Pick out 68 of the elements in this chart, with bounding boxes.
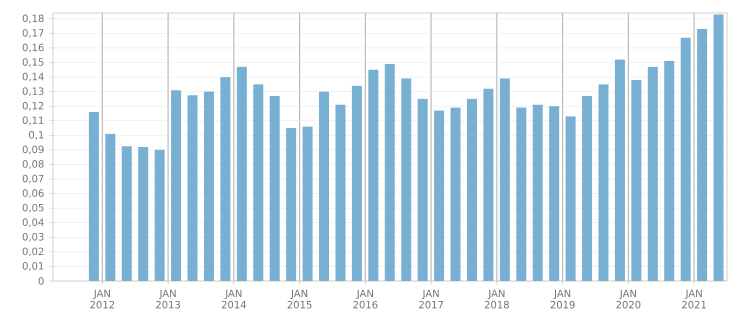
- y-tick-label: 0,16: [22, 44, 44, 52]
- x-tick-label: JAN 2012: [90, 290, 114, 308]
- bar: [138, 146, 148, 281]
- bar: [319, 92, 330, 281]
- bar: [516, 108, 526, 281]
- y-tick-label: 0,1: [29, 131, 44, 140]
- x-tick-label: JAN 2021: [682, 290, 706, 308]
- bar: [171, 90, 182, 281]
- y-tick-label: 0,17: [22, 29, 44, 38]
- y-tick-label: 0,03: [22, 233, 44, 242]
- bar: [532, 104, 543, 281]
- x-tick-label: JAN 2016: [353, 290, 378, 308]
- bar: [549, 106, 560, 281]
- bar: [302, 126, 313, 281]
- bar: [105, 134, 116, 281]
- y-tick-label: 0,12: [22, 102, 44, 111]
- bar: [352, 86, 362, 281]
- bar: [188, 95, 198, 281]
- bar: [483, 88, 494, 281]
- bar: [368, 70, 378, 281]
- bar: [253, 84, 264, 281]
- bar: [582, 96, 592, 281]
- bar: [598, 84, 608, 281]
- bar: [697, 29, 708, 281]
- bar: [450, 108, 461, 281]
- bar: [434, 110, 444, 281]
- y-tick-label: 0: [38, 277, 44, 285]
- y-tick-label: 0,04: [22, 218, 44, 228]
- y-tick-label: 0,08: [22, 160, 44, 169]
- x-tick-label: JAN 2015: [288, 290, 312, 308]
- bar: [418, 98, 428, 281]
- x-tick-label: JAN 2018: [484, 290, 509, 308]
- bar: [500, 78, 510, 281]
- y-tick-label: 0,11: [22, 116, 44, 126]
- bar: [154, 150, 165, 281]
- y-tick-label: 0,05: [22, 204, 44, 212]
- y-tick-label: 0,14: [22, 72, 44, 82]
- x-tick-label: JAN 2019: [550, 290, 575, 308]
- bar: [680, 38, 691, 281]
- bar: [204, 92, 214, 281]
- x-tick-label: JAN 2014: [222, 290, 246, 308]
- bar: [286, 128, 296, 281]
- y-tick-label: 0,07: [22, 174, 44, 184]
- bar: [335, 104, 346, 281]
- bar: [220, 77, 230, 281]
- y-tick-label: 0,01: [22, 262, 44, 271]
- y-tick-label: 0,15: [22, 58, 44, 67]
- y-tick-label: 0,09: [22, 146, 44, 154]
- bar: [466, 98, 477, 281]
- bar: [648, 66, 658, 281]
- bar: [566, 116, 576, 281]
- y-tick-label: 0,18: [22, 14, 44, 24]
- bar: [631, 80, 642, 281]
- bar: [270, 96, 280, 281]
- y-tick-label: 0,06: [22, 189, 44, 198]
- bar: [384, 64, 395, 281]
- x-tick-label: JAN 2020: [616, 290, 640, 308]
- bar: [401, 78, 412, 281]
- y-tick-label: 0,02: [22, 248, 44, 256]
- bar: [714, 14, 724, 281]
- bar: [122, 146, 132, 281]
- y-tick-label: 0,13: [22, 87, 44, 96]
- bar: [664, 61, 674, 281]
- x-tick-label: JAN 2017: [419, 290, 443, 308]
- bar: [88, 112, 99, 281]
- x-tick-label: JAN 2013: [156, 290, 180, 308]
- bar: [236, 66, 247, 281]
- bar: [614, 60, 625, 281]
